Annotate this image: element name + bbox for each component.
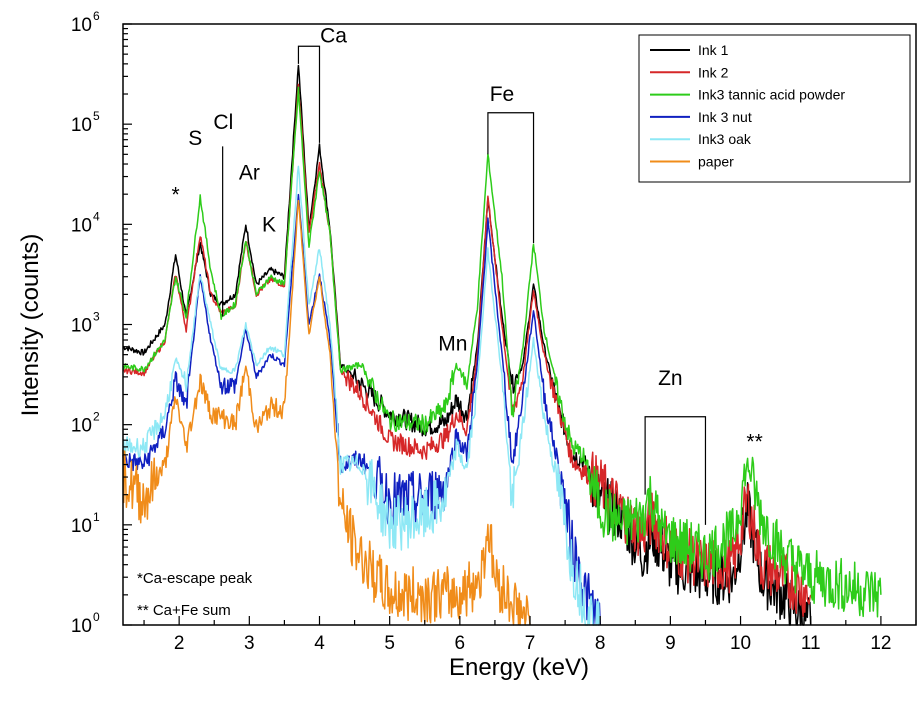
- peak-label: Mn: [438, 333, 467, 356]
- x-tick-label: 10: [730, 633, 751, 654]
- y-tick-label: 10: [71, 316, 92, 337]
- y-axis-title: Intensity (counts): [17, 234, 44, 417]
- legend: Ink 1 Ink 2 Ink3 tannic acid powder Ink 3 n…: [638, 34, 911, 183]
- series-line-3: [122, 86, 882, 618]
- legend-label: Ink 3 nut: [698, 109, 752, 125]
- note-sum-peak: ** Ca+Fe sum: [137, 602, 231, 619]
- bracket-zn: [644, 416, 707, 525]
- legend-entries: Ink 1 Ink 2 Ink3 tannic acid powder Ink 3 n…: [650, 42, 845, 170]
- x-tick-label: 3: [244, 633, 255, 654]
- bracket-fe: [487, 112, 535, 244]
- peak-label: K: [262, 213, 276, 236]
- y-tick-exponent: 1: [93, 510, 100, 524]
- x-tick-label: 5: [384, 633, 395, 654]
- legend-label: Ink 1: [698, 42, 729, 58]
- y-tick-label: 10: [71, 616, 92, 637]
- peak-label: **: [746, 430, 762, 453]
- legend-label: Ink 2: [698, 64, 729, 80]
- series-line-1: [122, 64, 812, 626]
- y-tick-label: 10: [71, 115, 92, 136]
- y-tick-exponent: 0: [93, 610, 100, 624]
- y-tick-exponent: 5: [93, 109, 100, 123]
- series-layer: [122, 64, 882, 626]
- series-line-6: [122, 199, 531, 626]
- x-tick-label: 2: [174, 633, 185, 654]
- y-tick-exponent: 3: [93, 310, 100, 324]
- y-tick-label: 10: [71, 416, 92, 437]
- y-tick-exponent: 2: [93, 410, 100, 424]
- peak-label: S: [188, 127, 202, 150]
- bracket-ca: [297, 45, 321, 143]
- peak-label: Ca: [320, 25, 347, 48]
- x-axis-title: Energy (keV): [449, 654, 589, 681]
- x-tick-label: 12: [870, 633, 891, 654]
- peak-label: Ar: [239, 162, 260, 185]
- x-tick-label: 9: [665, 633, 676, 654]
- note-escape-peak: *Ca-escape peak: [137, 570, 253, 587]
- x-axis: 2 3 4 5 6 7 8 9 10 11 12: [143, 616, 917, 654]
- x-tick-label: 4: [314, 633, 325, 654]
- legend-label: Ink3 oak: [698, 131, 752, 147]
- x-tick-label: 11: [801, 633, 821, 654]
- x-tick-label: 6: [455, 633, 466, 654]
- x-tick-label: 8: [595, 633, 606, 654]
- legend-box: [638, 34, 911, 183]
- x-tick-label: 7: [525, 633, 536, 654]
- annotation-layer: * S Cl Ar K Ca Mn Fe Zn **: [172, 25, 763, 525]
- y-tick-label: 10: [71, 516, 92, 537]
- y-tick-label: 10: [71, 15, 92, 36]
- peak-label: Cl: [213, 111, 233, 134]
- series-line-5: [122, 165, 601, 626]
- y-tick-exponent: 4: [93, 209, 100, 223]
- peak-label: Fe: [490, 83, 515, 106]
- y-tick-exponent: 6: [93, 9, 100, 23]
- peak-label: *: [172, 183, 180, 206]
- y-tick-label: 10: [71, 215, 92, 236]
- legend-label: Ink3 tannic acid powder: [698, 87, 845, 103]
- legend-label: paper: [698, 154, 734, 170]
- peak-label: Zn: [658, 367, 683, 390]
